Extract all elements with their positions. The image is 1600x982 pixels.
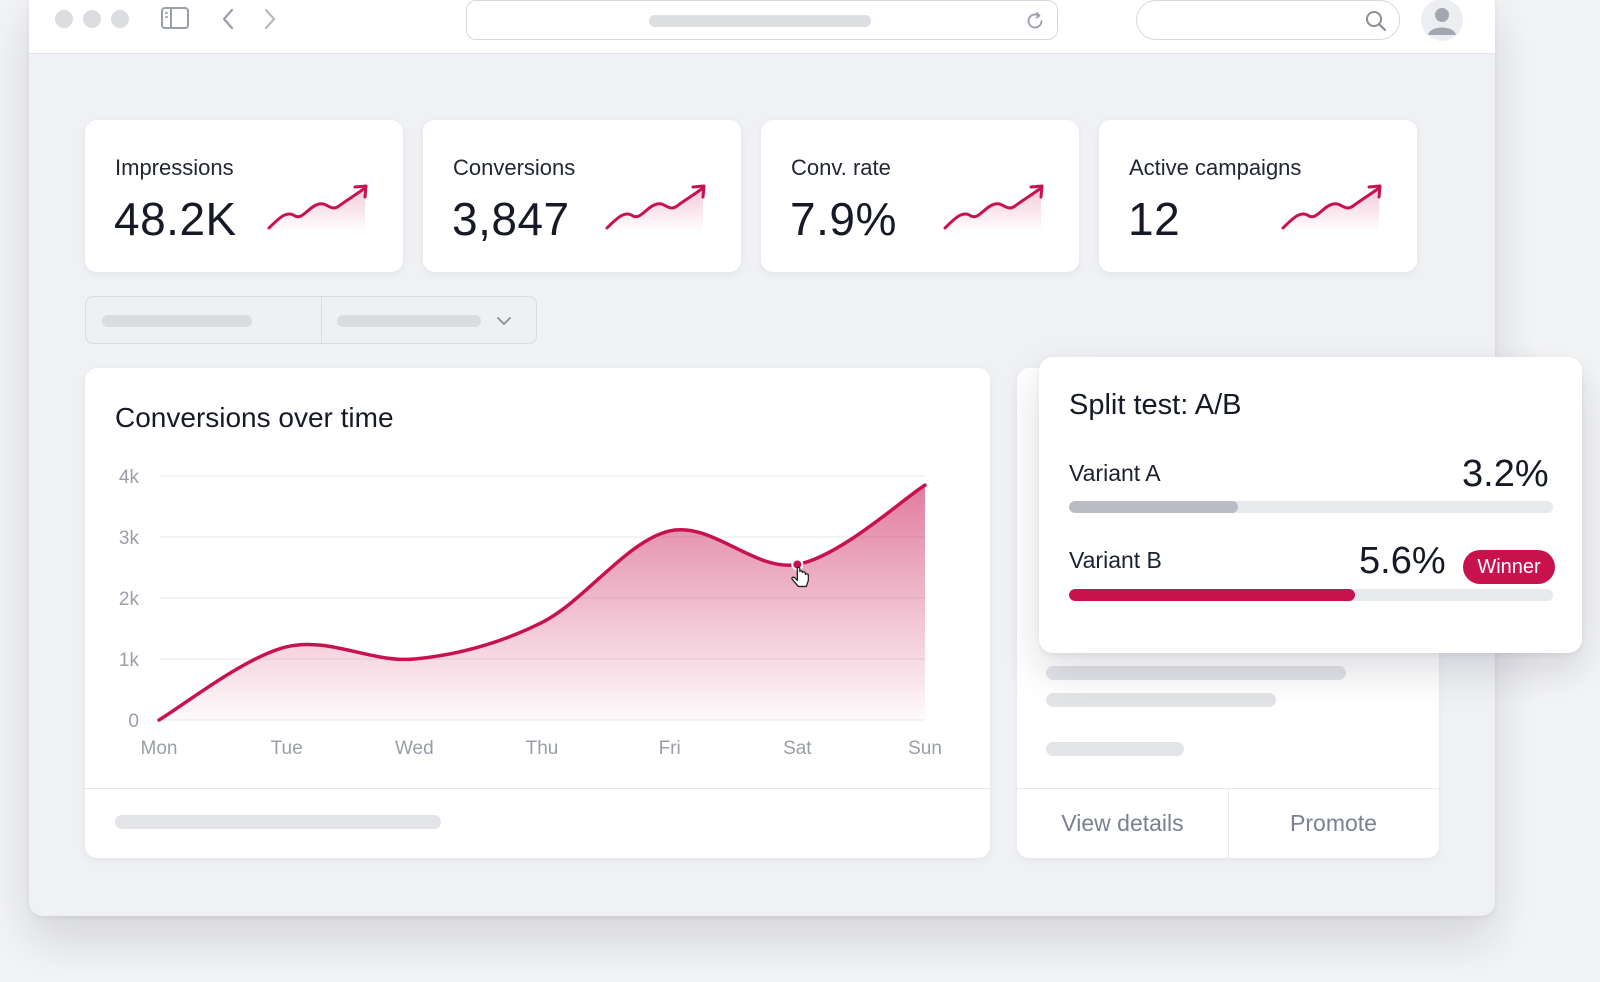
action-divider	[1228, 788, 1229, 858]
y-tick-label: 4k	[119, 467, 140, 488]
promote-button[interactable]: Promote	[1290, 809, 1377, 836]
view-details-button[interactable]: View details	[1061, 809, 1184, 836]
window-minimize-button[interactable]	[83, 10, 101, 28]
x-tick-label: Thu	[526, 738, 559, 759]
chart-title: Conversions over time	[115, 402, 394, 433]
window-zoom-button[interactable]	[111, 10, 129, 28]
back-arrow-icon[interactable]	[219, 7, 237, 36]
y-tick-label: 0	[128, 711, 139, 732]
window-close-button[interactable]	[55, 10, 73, 28]
stat-card-active-campaigns: Active campaigns 12	[1099, 120, 1417, 272]
variant-b-value: 5.6%	[1359, 540, 1446, 582]
browser-toolbar	[29, 0, 1495, 54]
series-area	[159, 485, 925, 720]
variant-a-progress	[1069, 501, 1553, 513]
y-tick-label: 3k	[119, 528, 140, 549]
reload-icon[interactable]	[1025, 11, 1045, 36]
stat-value: 7.9%	[790, 193, 897, 245]
stat-label: Conversions	[453, 155, 576, 180]
y-tick-label: 1k	[119, 650, 140, 671]
stat-card-impressions: Impressions 48.2K	[85, 120, 403, 272]
search-input[interactable]	[1136, 0, 1400, 40]
conversions-chart: 0 1k 2k 3k 4k Mon Tue Wed Thu Fri Sat Sun	[119, 467, 942, 759]
stat-value: 3,847	[452, 193, 570, 245]
stat-value: 48.2K	[114, 193, 237, 245]
trend-up-icon	[265, 182, 373, 239]
user-avatar[interactable]	[1421, 0, 1463, 41]
variant-a-progress-fill	[1069, 501, 1239, 513]
trend-up-icon	[603, 182, 711, 239]
text-placeholder	[1046, 666, 1346, 680]
stat-value: 12	[1128, 193, 1181, 245]
split-test-popover: Split test: A/B Variant A 3.2% Variant B…	[1039, 357, 1582, 653]
address-bar[interactable]	[466, 0, 1058, 40]
stat-label: Impressions	[115, 155, 234, 180]
search-icon	[1365, 10, 1387, 37]
filter-dropdown[interactable]	[337, 315, 481, 327]
stat-card-conv-rate: Conv. rate 7.9%	[761, 120, 1079, 272]
url-placeholder	[649, 15, 871, 27]
sidebar-toggle-icon[interactable]	[161, 7, 189, 34]
chart-footer-divider	[85, 788, 990, 789]
browser-window: Impressions 48.2K Conversions 3,847 Conv…	[29, 0, 1495, 916]
variant-a-label: Variant A	[1069, 460, 1161, 486]
x-tick-label: Sat	[783, 738, 812, 759]
filter-divider	[321, 297, 322, 343]
x-tick-label: Fri	[659, 738, 681, 759]
forward-arrow-icon[interactable]	[261, 7, 279, 36]
text-placeholder	[1046, 742, 1184, 756]
stat-card-conversions: Conversions 3,847	[423, 120, 741, 272]
x-tick-label: Wed	[395, 738, 434, 759]
trend-up-icon	[1279, 182, 1387, 239]
variant-b-progress	[1069, 589, 1553, 601]
hand-cursor-icon	[791, 566, 809, 588]
stat-label: Conv. rate	[791, 155, 891, 180]
variant-b-label: Variant B	[1069, 547, 1162, 573]
filter-input[interactable]	[102, 315, 252, 327]
chart-card: 0 1k 2k 3k 4k Mon Tue Wed Thu Fri Sat Sun Conversio…	[85, 368, 990, 858]
x-tick-label: Tue	[271, 738, 303, 759]
x-tick-label: Mon	[141, 738, 178, 759]
stat-label: Active campaigns	[1129, 155, 1302, 180]
popover-title: Split test: A/B	[1069, 389, 1242, 421]
text-placeholder	[1046, 693, 1276, 707]
chevron-down-icon[interactable]	[496, 314, 512, 333]
trend-up-icon	[941, 182, 1049, 239]
y-tick-label: 2k	[119, 589, 140, 610]
winner-badge: Winner	[1463, 550, 1555, 584]
variant-b-progress-fill	[1069, 589, 1355, 601]
variant-a-value: 3.2%	[1462, 453, 1549, 495]
filter-bar	[85, 296, 537, 344]
chart-footer-placeholder	[115, 815, 441, 829]
x-tick-label: Sun	[908, 738, 942, 759]
